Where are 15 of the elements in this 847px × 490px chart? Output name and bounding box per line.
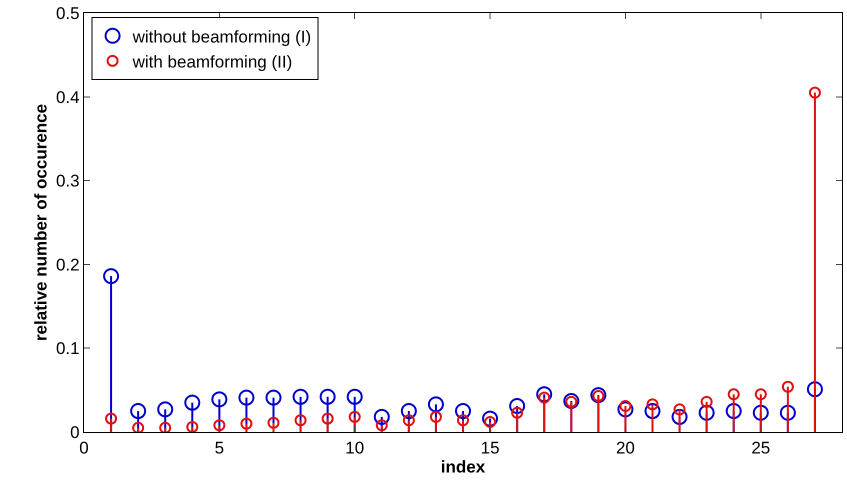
y-tick-label: 0.5: [56, 4, 80, 23]
y-tick-label: 0.1: [56, 339, 80, 358]
x-tick-label: 25: [751, 438, 770, 458]
x-axis-title: index: [440, 457, 486, 476]
x-tick-label: 5: [214, 438, 224, 458]
y-tick-label: 0.4: [56, 88, 80, 107]
y-tick-label: 0: [70, 422, 80, 442]
y-axis-title: relative number of occurence: [32, 104, 51, 342]
legend-label: with beamforming (II): [132, 52, 292, 72]
y-tick-label: 0.2: [56, 255, 80, 274]
y-tick-label: 0.3: [56, 172, 80, 191]
x-tick-label: 15: [480, 438, 500, 458]
x-tick-label: 10: [345, 438, 364, 458]
x-tick-label: 20: [616, 438, 635, 458]
legend-label: without beamforming (I): [132, 27, 312, 46]
